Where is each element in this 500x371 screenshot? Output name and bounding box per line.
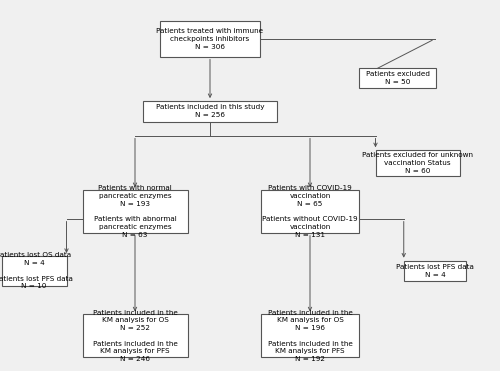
FancyBboxPatch shape [160,21,260,56]
Text: Patients included in this study
N = 256: Patients included in this study N = 256 [156,104,264,118]
FancyBboxPatch shape [376,150,460,176]
FancyBboxPatch shape [82,190,188,233]
Text: Patients excluded
N = 50: Patients excluded N = 50 [366,71,430,85]
Text: Patients lost OS data
N = 4

Patients lost PFS data
N = 10: Patients lost OS data N = 4 Patients los… [0,252,73,289]
FancyBboxPatch shape [82,315,188,357]
Text: Patients with normal
pancreatic enzymes
N = 193

Patients with abnormal
pancreat: Patients with normal pancreatic enzymes … [94,185,176,238]
Text: Patients excluded for unknown
vaccination Status
N = 60: Patients excluded for unknown vaccinatio… [362,152,473,174]
Text: Patients lost PFS data
N = 4: Patients lost PFS data N = 4 [396,264,474,278]
Text: Patients included in the
KM analysis for OS
N = 196

Patients included in the
KM: Patients included in the KM analysis for… [268,309,352,362]
Text: Patients with COVID-19
vaccination
N = 65

Patients without COVID-19
vaccination: Patients with COVID-19 vaccination N = 6… [262,185,358,238]
FancyBboxPatch shape [2,256,66,286]
FancyBboxPatch shape [142,101,278,121]
FancyBboxPatch shape [404,260,466,281]
FancyBboxPatch shape [359,68,436,88]
FancyBboxPatch shape [261,315,359,357]
FancyBboxPatch shape [261,190,359,233]
Text: Patients included in the
KM analysis for OS
N = 252

Patients included in the
KM: Patients included in the KM analysis for… [92,309,178,362]
Text: Patients treated with immune
checkpoints inhibitors
N = 306: Patients treated with immune checkpoints… [156,28,264,50]
